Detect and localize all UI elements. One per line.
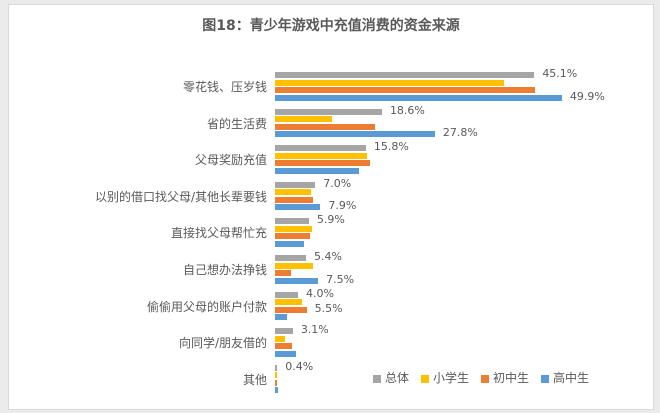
legend-swatch-icon xyxy=(421,374,430,383)
data-label: 5.5% xyxy=(314,301,343,315)
chart-title: 图18：青少年游戏中充值消费的资金来源 xyxy=(202,18,460,34)
data-label: 45.1% xyxy=(542,67,578,80)
bar xyxy=(275,145,366,152)
legend-swatch-icon xyxy=(481,374,490,383)
legend-swatch-icon xyxy=(373,374,381,383)
bar xyxy=(275,277,319,284)
bar xyxy=(275,152,367,159)
bar xyxy=(275,372,277,379)
data-label: 15.8% xyxy=(373,140,409,154)
category-label: 向同学/朋友借的 xyxy=(178,336,267,351)
bar xyxy=(275,181,316,188)
data-label: 4.0% xyxy=(306,286,334,300)
bar xyxy=(275,160,370,167)
data-label: 5.9% xyxy=(316,213,345,227)
legend-swatch-icon xyxy=(541,374,550,383)
data-label: 49.9% xyxy=(569,89,605,103)
bar xyxy=(275,343,293,350)
data-label: 3.1% xyxy=(300,323,329,337)
legend-item: 总体 xyxy=(373,369,409,386)
category-label: 父母奖励充值 xyxy=(194,153,267,168)
bar xyxy=(275,204,321,211)
legend-item: 高中生 xyxy=(541,369,589,386)
bar xyxy=(275,131,435,138)
bar xyxy=(275,218,309,225)
category-label: 其他 xyxy=(242,372,267,387)
legend-item: 初中生 xyxy=(481,369,529,386)
category-label: 直接找父母帮忙充 xyxy=(170,226,267,241)
bar xyxy=(275,94,562,101)
bar xyxy=(275,291,298,298)
bar xyxy=(275,364,278,371)
data-label: 7.0% xyxy=(323,176,352,190)
bar xyxy=(275,306,307,313)
bar xyxy=(275,225,312,232)
category-label: 自己想办法挣钱 xyxy=(182,263,267,277)
bar xyxy=(275,189,312,196)
bar xyxy=(275,108,382,115)
bar xyxy=(275,123,376,130)
bar xyxy=(275,116,332,123)
legend: 总体 小学生 初中生 高中生 xyxy=(373,369,589,386)
bar xyxy=(275,328,293,335)
category-label: 以别的借口找父母/其他长辈要钱 xyxy=(94,189,267,204)
bar xyxy=(275,167,359,174)
bar xyxy=(275,72,535,78)
category-label: 省的生活费 xyxy=(206,116,267,131)
bar xyxy=(275,299,303,306)
data-label: 7.5% xyxy=(326,272,355,286)
category-label: 偷偷用父母的账户付款 xyxy=(146,299,267,314)
chart-frame: 图18：青少年游戏中充值消费的资金来源 零花钱、压岁钱省的生活费父母奖励充值以别… xyxy=(8,4,654,410)
legend-item: 小学生 xyxy=(421,369,469,386)
bar xyxy=(275,387,278,394)
data-label: 18.6% xyxy=(389,103,425,117)
data-label: 7.9% xyxy=(328,199,357,213)
bar xyxy=(275,196,313,203)
data-label: 0.4% xyxy=(285,359,314,373)
bar xyxy=(275,379,278,386)
bar xyxy=(275,270,292,276)
bar xyxy=(275,79,504,86)
bar xyxy=(275,233,311,240)
bar xyxy=(275,314,288,321)
bar xyxy=(275,240,304,247)
bar xyxy=(275,262,313,269)
data-label: 5.4% xyxy=(314,250,342,263)
bar xyxy=(275,335,285,342)
bar xyxy=(275,87,535,93)
bar xyxy=(275,350,297,357)
bar xyxy=(275,255,307,261)
category-label: 零花钱、压岁钱 xyxy=(182,80,267,94)
data-label: 27.8% xyxy=(442,126,478,140)
